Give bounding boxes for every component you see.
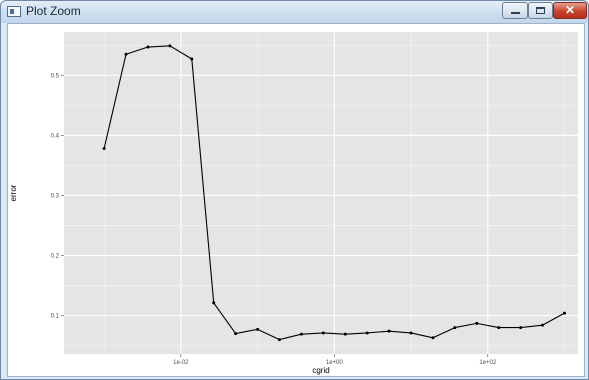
error-vs-cgrid-chart: 0.1 0.2 0.3 0.4 0.5 1e-02 1e+00 1e+02 cgrid er… [9,32,578,375]
data-point [102,147,106,151]
data-point [343,332,347,336]
data-point [541,323,545,327]
data-point [409,331,413,335]
data-point [431,336,435,340]
data-point [299,332,303,336]
x-axis-ticks: 1e-02 1e+00 1e+02 [173,354,497,366]
plot-window-icon [7,6,21,17]
error-points [102,44,566,342]
data-point [212,301,216,305]
error-series [103,45,565,341]
plot-panel [64,32,578,354]
y-tick-label: 0.5 [51,73,60,79]
data-point [146,45,150,49]
data-point [321,331,325,335]
close-icon: ✕ [564,3,576,17]
data-point [365,331,369,335]
data-point [562,311,566,315]
data-point [387,329,391,333]
data-point [190,57,194,61]
y-tick-label: 0.4 [51,133,60,139]
data-point [277,338,281,342]
major-gridlines [64,32,578,354]
y-tick-label: 0.3 [51,193,60,199]
minimize-button[interactable] [502,2,528,19]
data-point [497,326,501,330]
minor-gridlines [64,32,578,354]
x-tick-label: 1e+00 [326,360,344,366]
x-axis-title: cgrid [312,366,329,375]
minimize-icon [511,12,520,14]
y-tick-label: 0.1 [51,314,60,320]
title-bar[interactable]: Plot Zoom ✕ [1,1,588,23]
maximize-button[interactable] [528,2,553,19]
x-tick-label: 1e+02 [479,360,497,366]
data-point [234,332,238,336]
close-button[interactable]: ✕ [553,2,587,19]
data-point [124,52,128,56]
x-tick-label: 1e-02 [173,360,189,366]
data-point [168,44,172,48]
data-point [256,327,260,331]
maximize-icon [536,7,545,14]
y-axis-title: error [9,184,18,201]
window-title: Plot Zoom [26,4,81,18]
data-point [519,326,523,330]
y-tick-label: 0.2 [51,253,60,259]
data-point [475,321,479,325]
y-axis-ticks: 0.1 0.2 0.3 0.4 0.5 [51,73,64,320]
data-point [453,326,457,330]
plot-area: 0.1 0.2 0.3 0.4 0.5 1e-02 1e+00 1e+02 cgrid er… [7,23,585,377]
error-line [103,45,565,341]
